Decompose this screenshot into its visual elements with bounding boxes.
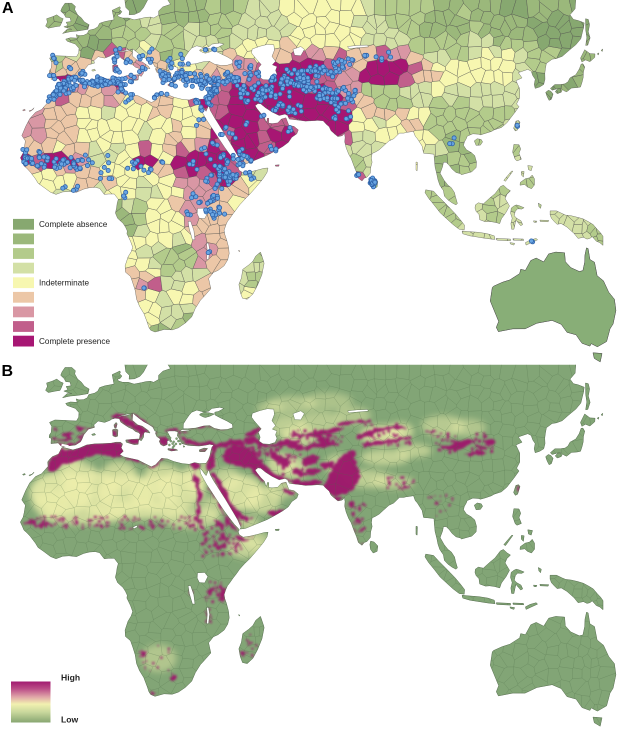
- svg-text:Indeterminate: Indeterminate: [39, 279, 90, 288]
- svg-text:Low: Low: [61, 715, 78, 725]
- svg-text:Complete presence: Complete presence: [39, 337, 110, 346]
- svg-text:Complete absence: Complete absence: [39, 220, 108, 229]
- svg-text:B: B: [2, 363, 14, 380]
- svg-text:High: High: [61, 673, 80, 683]
- svg-text:A: A: [2, 0, 14, 17]
